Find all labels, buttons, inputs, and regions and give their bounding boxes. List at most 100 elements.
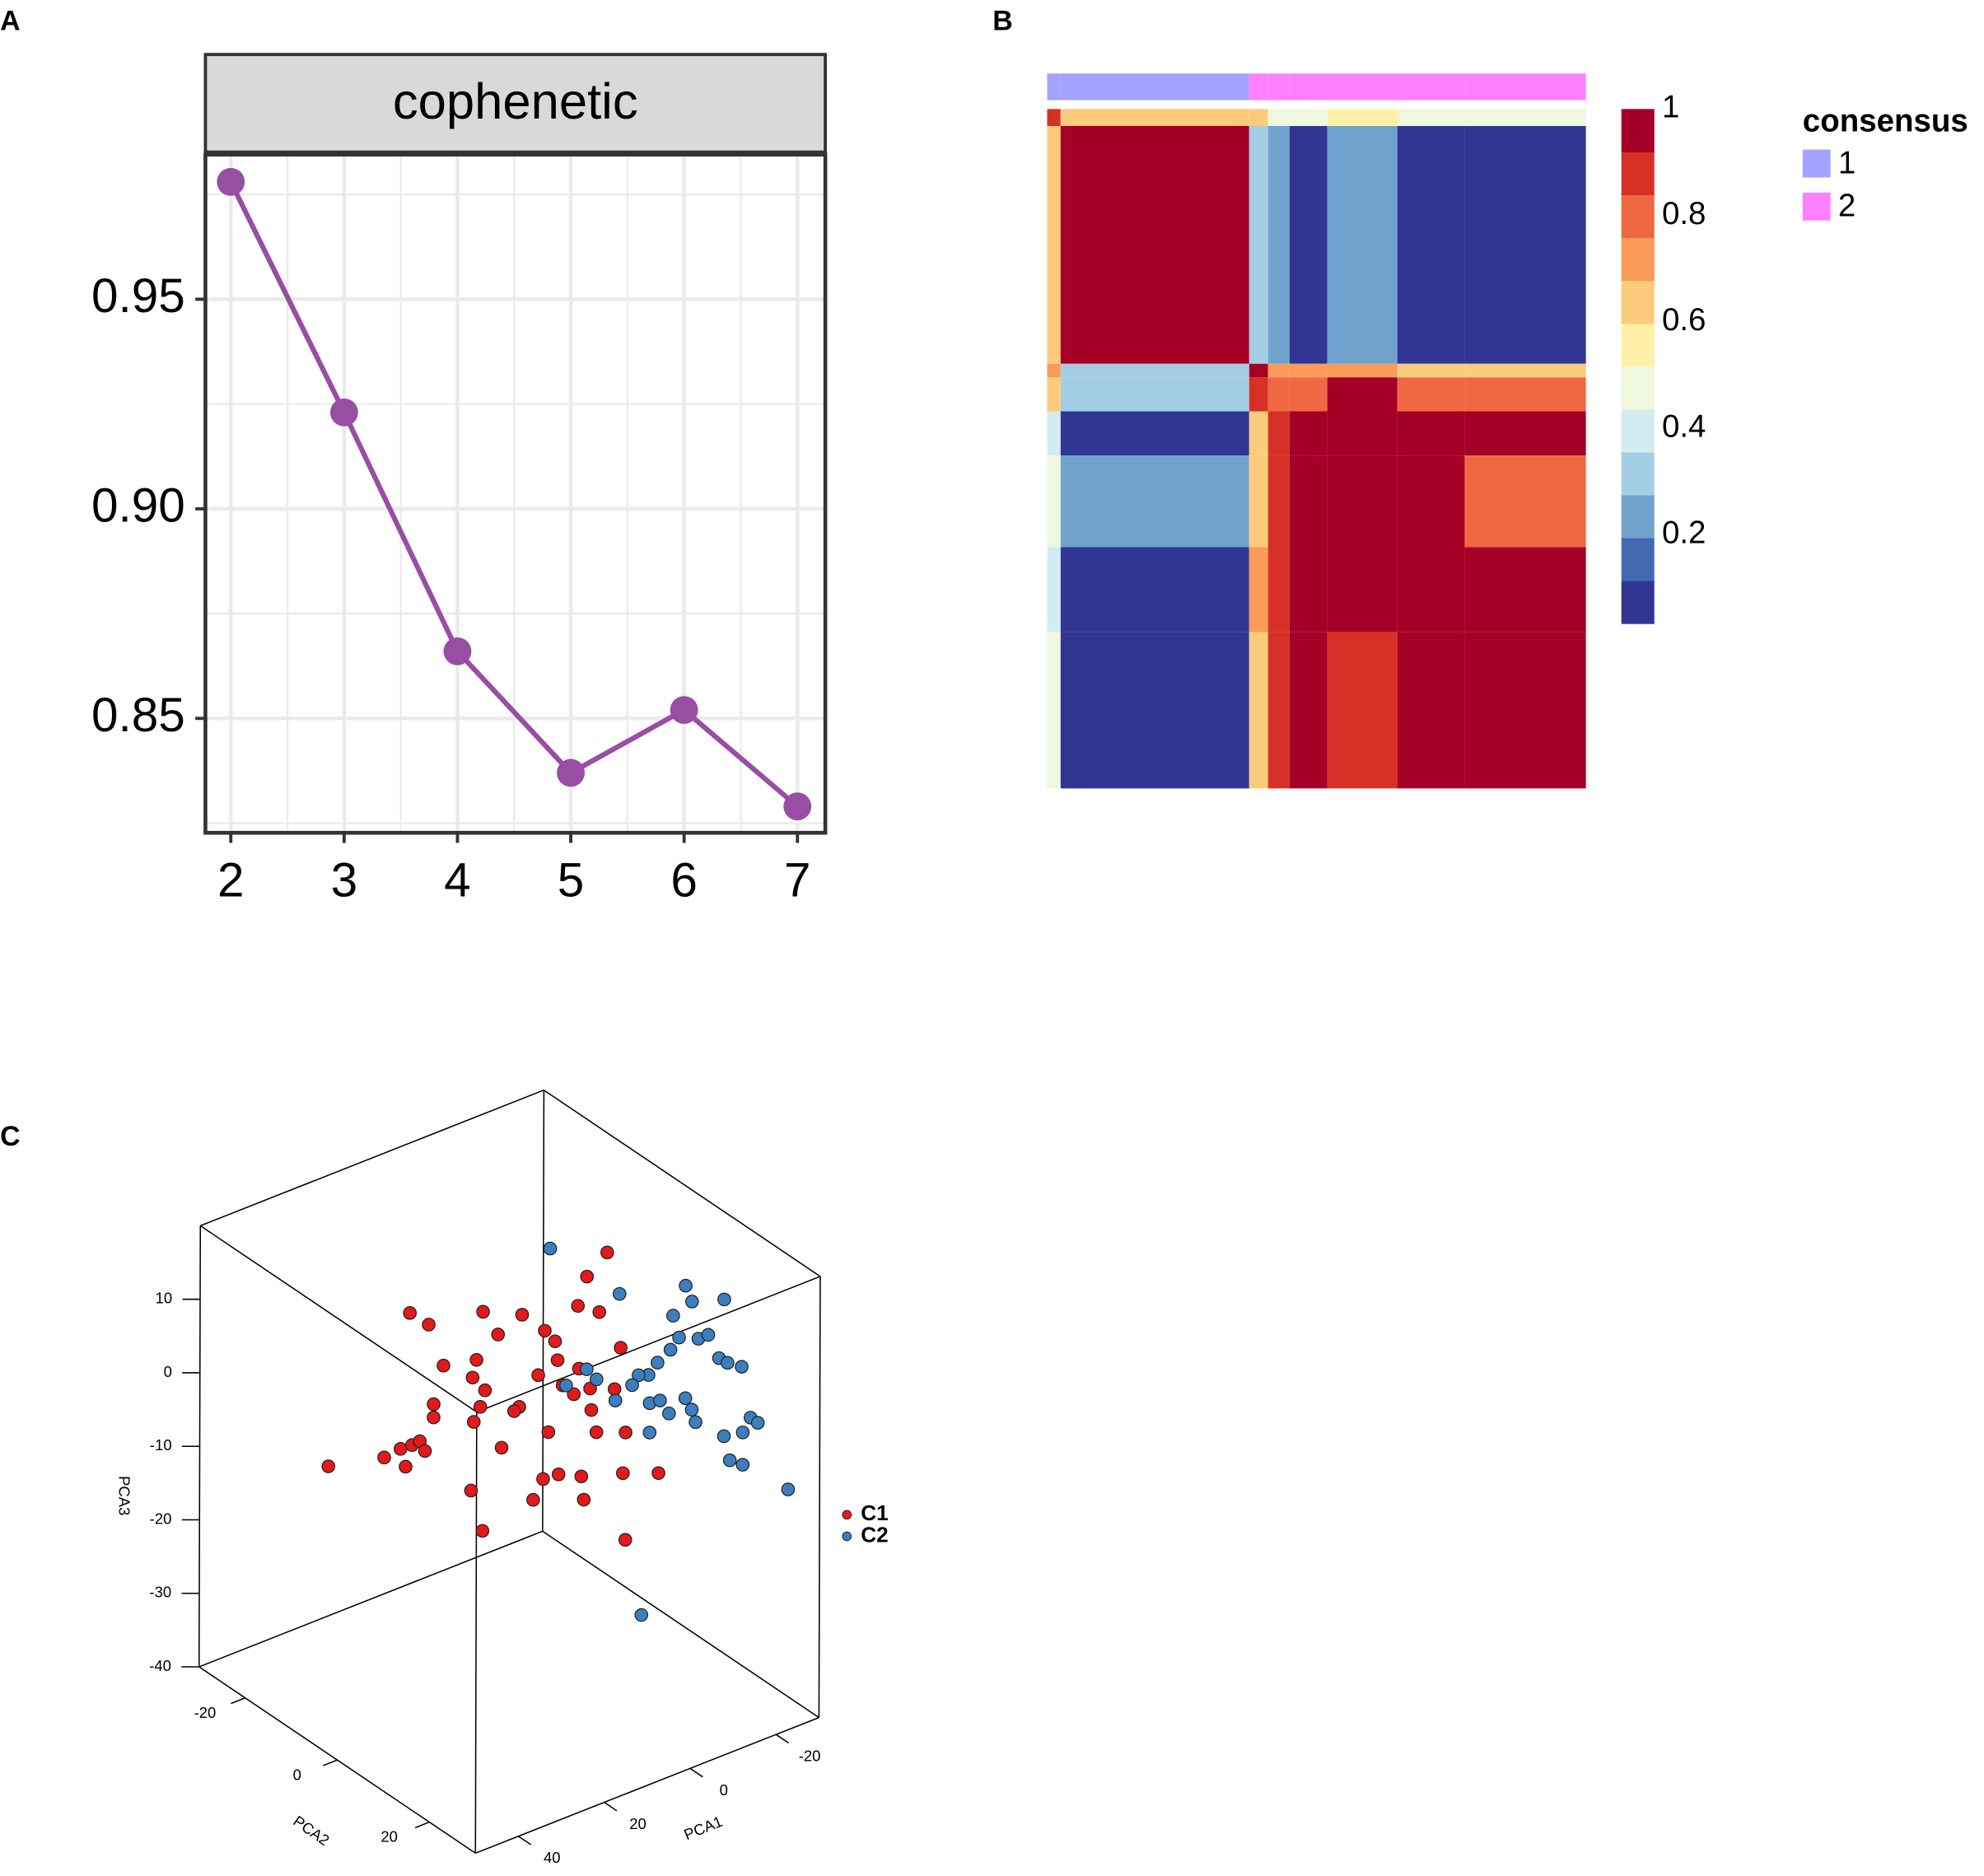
y-tick-label: 20 xyxy=(380,1828,398,1846)
heatmap-cell xyxy=(1289,109,1328,126)
data-point xyxy=(443,637,472,665)
colorbar-bin xyxy=(1621,408,1655,453)
colorbar-bin xyxy=(1621,237,1655,282)
annotation-cell xyxy=(1249,73,1268,100)
heatmap-cell xyxy=(1267,632,1290,789)
data-point xyxy=(642,1426,657,1440)
data-point xyxy=(607,1382,622,1397)
data-point xyxy=(689,1415,703,1430)
data-point xyxy=(670,696,698,725)
data-point xyxy=(672,1330,686,1345)
heatmap-cell xyxy=(1397,125,1465,364)
data-point xyxy=(574,1469,589,1484)
heatmap-cell xyxy=(1327,455,1398,548)
heatmap-cell xyxy=(1289,547,1328,632)
x-tick-label: 20 xyxy=(629,1815,647,1832)
heatmap-cell xyxy=(1289,377,1328,412)
box-edge xyxy=(543,1090,821,1277)
data-point xyxy=(427,1397,441,1412)
data-point xyxy=(634,1608,649,1622)
data-point xyxy=(614,1341,628,1355)
data-point xyxy=(422,1318,436,1332)
data-point xyxy=(557,758,585,787)
heatmap-cell xyxy=(1327,632,1398,789)
x-tick-label: 0 xyxy=(720,1781,728,1799)
heatmap-cell xyxy=(1397,377,1465,412)
heatmap-cell xyxy=(1060,377,1249,412)
z-tick-label: 10 xyxy=(156,1290,173,1307)
heatmap-cell xyxy=(1464,109,1586,126)
data-point xyxy=(651,1466,665,1481)
annotation-cell xyxy=(1047,73,1061,100)
box-edge xyxy=(198,1530,544,1668)
data-point xyxy=(531,1368,545,1383)
colorbar-tick-label: 0.6 xyxy=(1662,302,1706,338)
data-point xyxy=(722,1453,737,1468)
heatmap-cell xyxy=(1249,411,1268,456)
data-point xyxy=(781,1482,796,1496)
data-point xyxy=(783,792,812,821)
plot-panel xyxy=(205,154,826,833)
heatmap-cell xyxy=(1464,363,1586,378)
heatmap-cell xyxy=(1289,632,1328,789)
data-point xyxy=(592,1304,607,1319)
x-tick-label: -20 xyxy=(799,1748,821,1765)
x-tick-label: 4 xyxy=(444,853,471,907)
box-edge xyxy=(818,1276,821,1718)
x-axis-label: PCA1 xyxy=(681,1813,725,1844)
heatmap-cell xyxy=(1267,547,1290,632)
colorbar-bin xyxy=(1621,451,1655,496)
data-point xyxy=(577,1492,591,1507)
colorbar-bin xyxy=(1621,323,1655,367)
data-point xyxy=(735,1360,749,1374)
heatmap-cell xyxy=(1267,109,1290,126)
legend-label: 1 xyxy=(1838,145,1856,180)
data-point xyxy=(494,1440,509,1455)
data-point xyxy=(662,1407,676,1421)
heatmap-cell xyxy=(1047,547,1061,632)
data-point xyxy=(679,1278,693,1293)
data-point xyxy=(217,167,245,196)
heatmap-cell xyxy=(1060,547,1249,632)
data-point xyxy=(600,1245,614,1260)
data-point xyxy=(580,1269,595,1284)
box-edge xyxy=(474,1716,819,1855)
heatmap-cell xyxy=(1047,363,1061,378)
box-edge xyxy=(542,1530,819,1719)
data-point xyxy=(701,1328,716,1342)
data-point xyxy=(469,1352,483,1367)
data-point xyxy=(750,1416,765,1430)
heatmap-cell xyxy=(1047,377,1061,412)
heatmap-cell xyxy=(1464,547,1586,632)
data-point xyxy=(571,1299,586,1314)
data-point xyxy=(559,1379,573,1393)
colorbar-tick-label: 0.8 xyxy=(1662,196,1706,231)
heatmap-cell xyxy=(1327,547,1398,632)
colorbar-bin xyxy=(1621,109,1655,152)
data-point xyxy=(478,1383,492,1398)
data-point xyxy=(538,1323,552,1338)
x-tick-label: 6 xyxy=(670,853,698,907)
x-tick xyxy=(775,1734,790,1744)
heatmap-cell xyxy=(1249,363,1268,378)
data-point xyxy=(589,1425,604,1440)
y-tick-label: 0.85 xyxy=(91,688,185,742)
data-point xyxy=(651,1356,665,1370)
colorbar-bin xyxy=(1621,495,1655,539)
data-point xyxy=(551,1468,566,1482)
data-point xyxy=(507,1404,521,1418)
x-tick-label: 2 xyxy=(217,853,245,907)
data-point xyxy=(717,1429,731,1444)
legend-label: C2 xyxy=(861,1522,888,1547)
colorbar-bin xyxy=(1621,581,1655,624)
y-tick xyxy=(323,1759,338,1766)
box-edge xyxy=(199,1089,544,1227)
x-tick-label: 40 xyxy=(544,1849,561,1866)
heatmap-cell xyxy=(1327,377,1398,412)
heatmap-cell xyxy=(1249,109,1268,126)
annotation-cell xyxy=(1060,73,1249,100)
heatmap-cell xyxy=(1060,411,1249,456)
data-point xyxy=(612,1286,627,1301)
heatmap-cell xyxy=(1267,363,1290,378)
data-point xyxy=(476,1304,490,1319)
